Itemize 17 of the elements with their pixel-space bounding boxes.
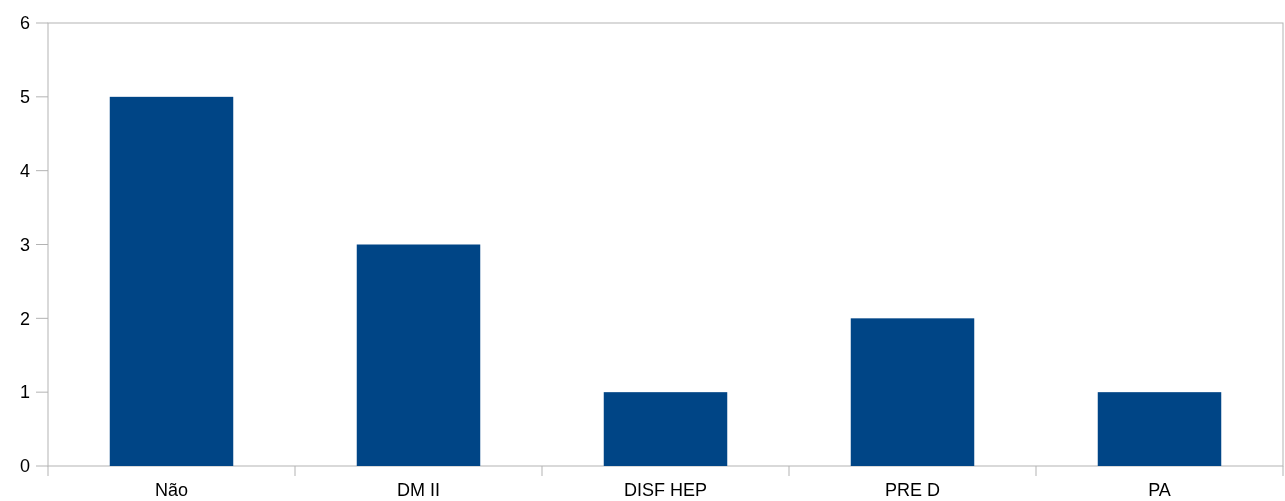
- x-tick-label: DM II: [397, 480, 440, 500]
- y-tick-label: 4: [19, 160, 30, 181]
- y-tick-label: 0: [19, 456, 30, 477]
- y-tick-label: 5: [19, 87, 30, 108]
- x-tick-label: DISF HEP: [623, 480, 708, 500]
- y-tick-label: 3: [19, 234, 30, 255]
- bar: [1097, 392, 1222, 466]
- bar: [850, 318, 975, 466]
- x-tick-label: Não: [154, 480, 189, 500]
- x-tick-label: PRE D: [884, 480, 941, 500]
- bar: [603, 392, 728, 466]
- bar: [109, 96, 234, 466]
- y-tick-label: 1: [19, 382, 30, 403]
- y-tick-label: 2: [19, 308, 30, 329]
- bar: [356, 244, 481, 466]
- y-tick-label: 6: [19, 13, 30, 34]
- x-tick-label: PA: [1148, 480, 1171, 500]
